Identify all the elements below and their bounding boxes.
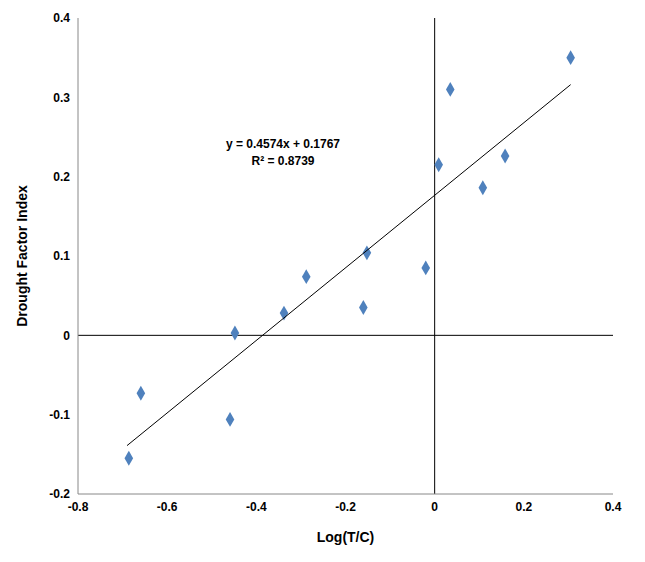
svg-text:0.1: 0.1	[53, 249, 70, 263]
svg-text:0.3: 0.3	[53, 91, 70, 105]
html-text:y = 0.4574x + 0.1767: y = 0.4574x + 0.1767	[225, 137, 340, 151]
svg-text:Drought Factor Index: Drought Factor Index	[14, 185, 30, 327]
svg-text:-0.2: -0.2	[335, 500, 356, 514]
svg-text:0.2: 0.2	[515, 500, 532, 514]
html-text:R² = 0.8739: R² = 0.8739	[251, 154, 315, 168]
svg-text:0: 0	[63, 329, 70, 343]
svg-text:-0.4: -0.4	[246, 500, 267, 514]
svg-text:0: 0	[431, 500, 438, 514]
svg-text:-0.8: -0.8	[68, 500, 89, 514]
svg-text:-0.6: -0.6	[157, 500, 178, 514]
svg-text:-0.1: -0.1	[49, 408, 70, 422]
svg-text:0.2: 0.2	[53, 170, 70, 184]
svg-text:-0.2: -0.2	[49, 487, 70, 501]
svg-text:Log(T/C): Log(T/C)	[317, 529, 375, 545]
svg-text:0.4: 0.4	[605, 500, 622, 514]
svg-text:0.4: 0.4	[53, 11, 70, 25]
